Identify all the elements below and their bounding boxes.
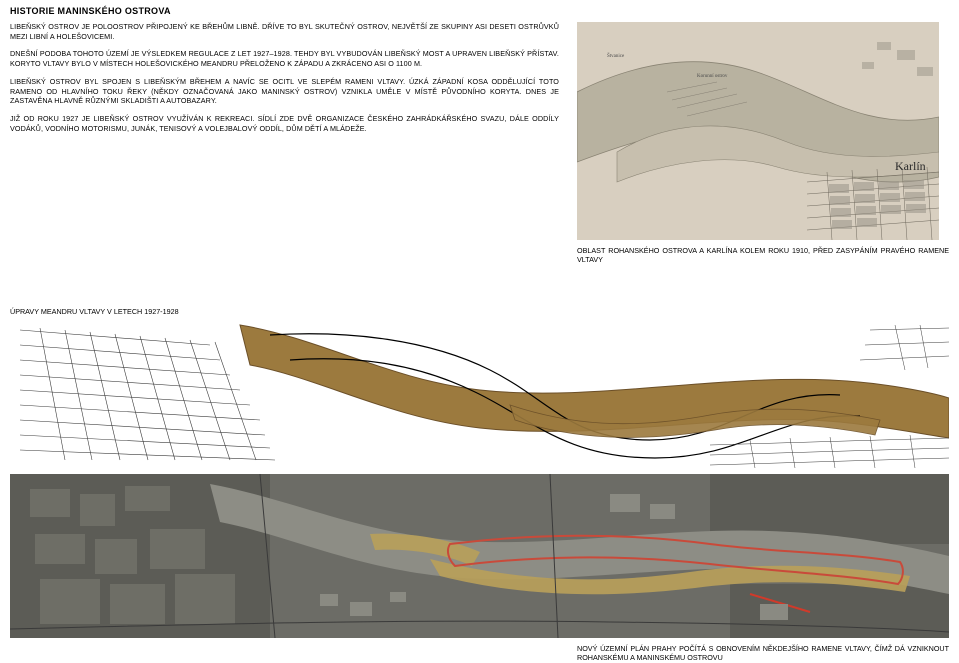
new-master-plan bbox=[10, 474, 949, 638]
historic-map-1910: Karlín Korunní ostrov Štvanice bbox=[577, 22, 939, 240]
historic-map-column: Karlín Korunní ostrov Štvanice bbox=[577, 22, 939, 240]
map-label-karlin: Karlín bbox=[895, 159, 926, 173]
svg-text:Štvanice: Štvanice bbox=[607, 53, 625, 59]
caption-plan: NOVÝ ÚZEMNÍ PLÁN PRAHY POČÍTÁ S OBNOVENÍ… bbox=[577, 644, 949, 663]
page-title: HISTORIE MANINSKÉHO OSTROVA bbox=[0, 0, 959, 22]
top-section: LIBEŇSKÝ OSTROV JE POLOOSTROV PŘIPOJENÝ … bbox=[0, 22, 959, 240]
svg-text:Korunní ostrov: Korunní ostrov bbox=[697, 74, 728, 79]
para-3: LIBEŇSKÝ OSTROV BYL SPOJEN S LIBEŇSKÝM B… bbox=[10, 77, 559, 106]
para-2: DNEŠNÍ PODOBA TOHOTO ÚZEMÍ JE VÝSLEDKEM … bbox=[10, 49, 559, 68]
caption-diagram: ÚPRAVY MEANDRU VLTAVY V LETECH 1927-1928 bbox=[10, 307, 949, 316]
meander-regulation-diagram bbox=[10, 320, 949, 468]
para-4: JIŽ OD ROKU 1927 JE LIBEŇSKÝ OSTROV VYUŽ… bbox=[10, 114, 559, 133]
caption-historic-map: OBLAST ROHANSKÉHO OSTROVA A KARLÍNA KOLE… bbox=[577, 246, 949, 265]
para-1: LIBEŇSKÝ OSTROV JE POLOOSTROV PŘIPOJENÝ … bbox=[10, 22, 559, 41]
text-column: LIBEŇSKÝ OSTROV JE POLOOSTROV PŘIPOJENÝ … bbox=[10, 22, 577, 240]
